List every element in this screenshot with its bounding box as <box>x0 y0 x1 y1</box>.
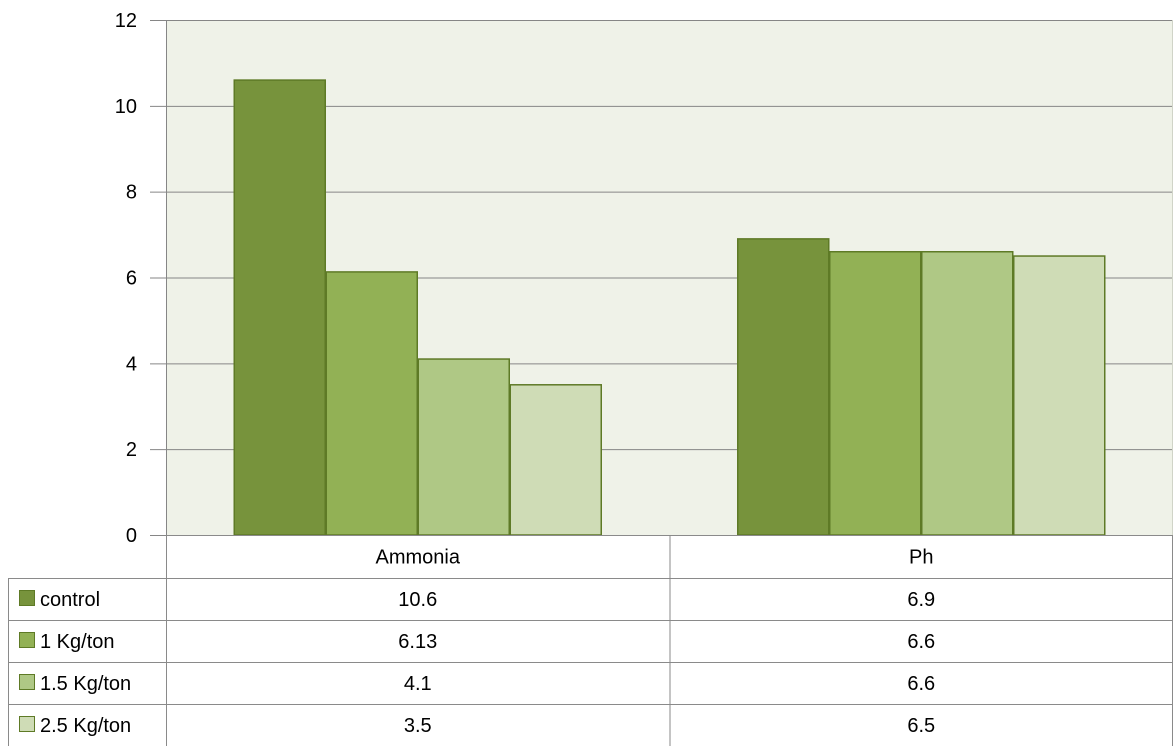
data-label: 3.5 <box>404 715 432 737</box>
legend-key <box>19 674 35 690</box>
legend-label: 1.5 Kg/ton <box>40 673 131 695</box>
y-tick-label: 2 <box>126 439 137 461</box>
legend-label: 1 Kg/ton <box>40 631 115 653</box>
bar-control-ph <box>737 238 830 536</box>
legend-label: 2.5 Kg/ton <box>40 715 131 737</box>
y-tick-label: 4 <box>126 353 137 375</box>
legend-label: control <box>40 589 100 611</box>
data-label: 6.9 <box>907 589 935 611</box>
legend-key <box>19 590 35 606</box>
category-label: Ph <box>909 547 933 569</box>
y-tick-label: 10 <box>115 96 137 118</box>
y-tick-label: 6 <box>126 268 137 290</box>
data-label: 6.6 <box>907 631 935 653</box>
category-label: Ammonia <box>376 547 461 569</box>
bar-control-ammonia <box>233 79 326 536</box>
data-label: 6.5 <box>907 715 935 737</box>
bar-1-5-kg-ton-ammonia <box>417 358 510 536</box>
y-tick-label: 0 <box>126 525 137 547</box>
y-tick-label: 12 <box>115 10 137 32</box>
legend-key <box>19 716 35 732</box>
data-label: 6.6 <box>907 673 935 695</box>
bar-2-5-kg-ton-ammonia <box>509 384 602 536</box>
data-label: 10.6 <box>398 589 437 611</box>
bar-1-5-kg-ton-ph <box>921 251 1014 536</box>
y-axis: 0 2 4 6 8 10 12 <box>115 10 1173 547</box>
bar-1-kg-ton-ammonia <box>325 271 418 536</box>
bar-1-kg-ton-ph <box>829 251 922 536</box>
legend-key <box>19 632 35 648</box>
bar-2-5-kg-ton-ph <box>1013 255 1106 536</box>
data-label: 6.13 <box>398 631 437 653</box>
y-tick-label: 8 <box>126 182 137 204</box>
data-label: 4.1 <box>404 673 432 695</box>
data-table: Ammonia Ph control 10.6 6.9 1 Kg/ton 6.13 6.6 1.… <box>8 535 1173 746</box>
